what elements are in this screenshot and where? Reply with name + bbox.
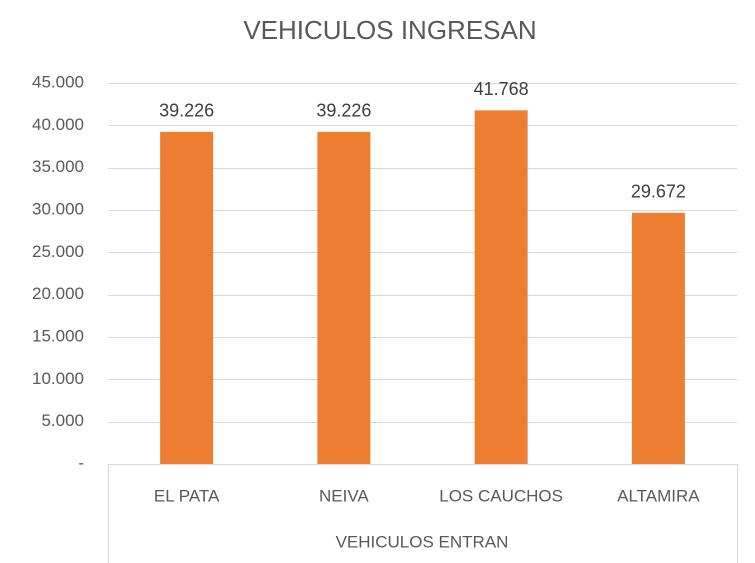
x-tick-label: ALTAMIRA: [617, 486, 700, 505]
x-tick-label: LOS CAUCHOS: [439, 486, 563, 505]
bar: [160, 131, 214, 464]
data-label: 29.672: [631, 182, 686, 202]
y-tick-label: 30.000: [32, 199, 84, 218]
bar: [631, 212, 685, 464]
y-tick-label: 35.000: [32, 157, 84, 176]
x-tick-label: EL PATA: [154, 486, 220, 505]
y-tick-label: 10.000: [32, 369, 84, 388]
y-tick-label: 40.000: [32, 115, 84, 134]
bar: [474, 110, 528, 465]
chart-title: VEHICULOS INGRESAN: [243, 15, 536, 45]
data-label: 41.768: [474, 79, 529, 99]
bar: [317, 131, 371, 464]
y-tick-label: 25.000: [32, 242, 84, 261]
y-tick-label: 15.000: [32, 326, 84, 345]
y-tick-label: 5.000: [41, 411, 84, 430]
x-tick-label: NEIVA: [319, 486, 369, 505]
data-label: 39.226: [316, 101, 371, 121]
y-tick-label: -: [78, 453, 84, 472]
y-tick-label: 45.000: [32, 72, 84, 91]
data-label: 39.226: [159, 101, 214, 121]
y-tick-label: 20.000: [32, 284, 84, 303]
x-axis-label: VEHICULOS ENTRAN: [336, 532, 509, 551]
